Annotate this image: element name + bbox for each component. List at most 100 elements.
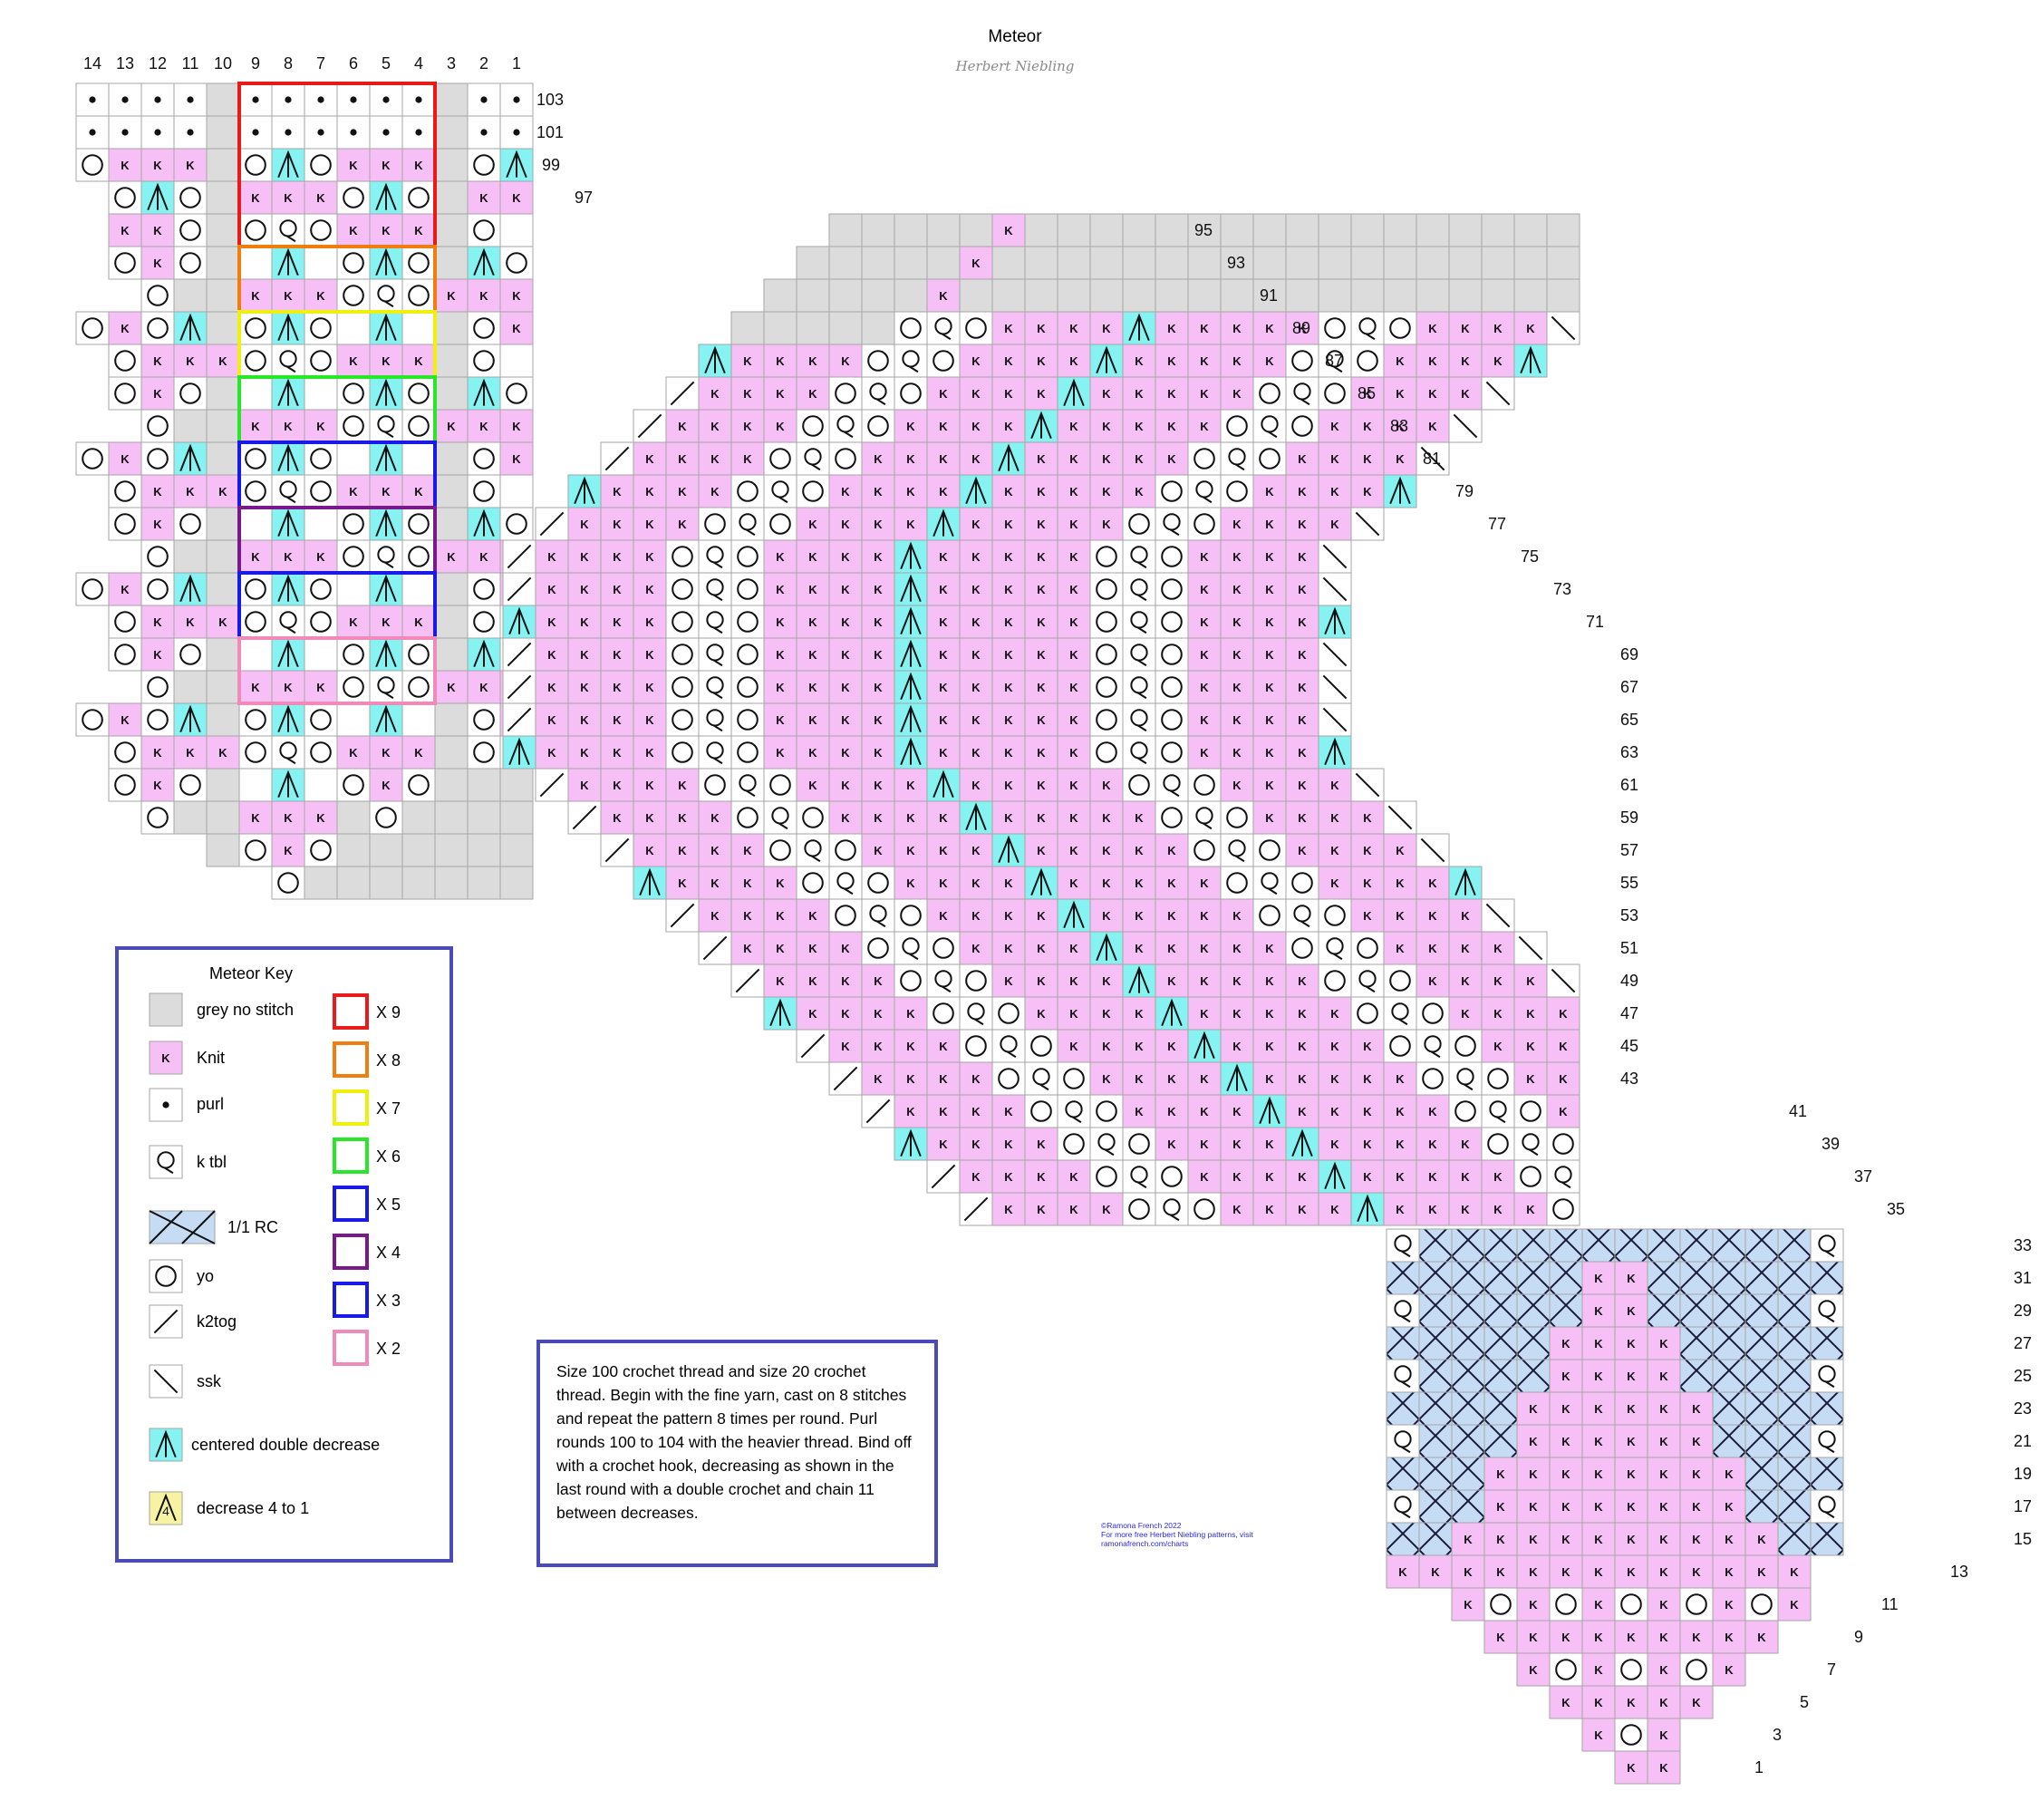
chart-cell xyxy=(1057,311,1091,345)
chart-cell xyxy=(991,898,1026,933)
chart-cell xyxy=(1679,1359,1714,1393)
chart-cell xyxy=(926,866,961,900)
chart-cell xyxy=(467,572,501,606)
chart-cell xyxy=(1481,278,1515,313)
chart-cell xyxy=(926,376,961,411)
chart-cell xyxy=(1220,474,1254,508)
svg-text:K: K xyxy=(153,224,162,237)
chart-cell xyxy=(665,605,700,639)
chart-cell xyxy=(1187,539,1222,574)
chart-cell xyxy=(1155,474,1189,508)
svg-text:K: K xyxy=(1493,322,1503,335)
chart-cell xyxy=(173,474,208,508)
chart-cell xyxy=(467,670,501,704)
svg-text:K: K xyxy=(1069,322,1078,335)
chart-cell xyxy=(467,539,501,574)
svg-text:K: K xyxy=(645,844,654,857)
chart-cell xyxy=(206,180,240,215)
chart-cell xyxy=(763,898,797,933)
chart-cell xyxy=(336,148,371,182)
chart-cell xyxy=(926,213,961,247)
chart-cell xyxy=(1122,833,1156,867)
chart-cell xyxy=(1252,866,1287,900)
svg-text:K: K xyxy=(1069,550,1078,564)
chart-cell xyxy=(1285,1061,1319,1096)
chart-cell xyxy=(1285,246,1319,280)
chart-cell xyxy=(1220,409,1254,443)
svg-text:K: K xyxy=(939,1138,948,1151)
chart-cell xyxy=(1483,1587,1518,1622)
svg-text:K: K xyxy=(1265,322,1274,335)
svg-text:K: K xyxy=(1167,876,1176,890)
chart-cell xyxy=(730,344,765,378)
chart-cell xyxy=(1187,605,1222,639)
chart-cell xyxy=(1383,311,1417,345)
chart-cell xyxy=(304,409,338,443)
svg-text:K: K xyxy=(939,452,948,466)
svg-text:K: K xyxy=(1431,1565,1440,1579)
svg-text:K: K xyxy=(349,485,358,499)
chart-cell xyxy=(304,148,338,182)
svg-text:K: K xyxy=(1004,1170,1013,1184)
chart-cell xyxy=(1777,1326,1812,1360)
svg-text:K: K xyxy=(1298,1203,1307,1216)
chart-cell xyxy=(401,702,436,737)
chart-cell xyxy=(665,866,700,900)
chart-cell xyxy=(567,702,602,737)
chart-cell xyxy=(173,344,208,378)
chart-cell xyxy=(1122,768,1156,802)
chart-cell xyxy=(796,409,830,443)
chart-cell xyxy=(434,572,469,606)
row-number: 33 xyxy=(2014,1236,2032,1254)
svg-text:K: K xyxy=(1428,942,1437,955)
key-swatch-rc xyxy=(149,1210,216,1244)
chart-cell xyxy=(1679,1228,1714,1263)
key-repeat-swatch xyxy=(333,1330,369,1366)
chart-cell xyxy=(600,768,634,802)
chart-cell xyxy=(1089,670,1124,704)
svg-text:K: K xyxy=(1037,354,1046,368)
chart-cell xyxy=(304,670,338,704)
svg-text:K: K xyxy=(1561,1435,1570,1448)
chart-cell xyxy=(1744,1424,1779,1458)
chart-cell xyxy=(1810,1359,1844,1393)
chart-cell xyxy=(434,148,469,182)
chart-cell xyxy=(1285,474,1319,508)
svg-text:K: K xyxy=(808,681,817,694)
chart-cell xyxy=(1252,931,1287,965)
svg-text:K: K xyxy=(1428,420,1437,433)
chart-cell xyxy=(1614,1587,1648,1622)
svg-text:K: K xyxy=(1725,1565,1734,1579)
svg-text:K: K xyxy=(1102,387,1111,401)
svg-text:K: K xyxy=(1594,1370,1603,1383)
chart-cell xyxy=(1252,702,1287,737)
chart-cell xyxy=(140,344,175,378)
chart-cell xyxy=(1122,670,1156,704)
chart-cell xyxy=(173,768,208,802)
chart-cell xyxy=(1383,441,1417,476)
svg-text:K: K xyxy=(382,159,391,172)
svg-text:K: K xyxy=(1037,583,1046,596)
chart-cell xyxy=(140,539,175,574)
chart-cell xyxy=(1513,1127,1548,1161)
chart-cell xyxy=(633,702,667,737)
chart-cell xyxy=(828,278,863,313)
chart-cell xyxy=(271,800,305,835)
chart-cell xyxy=(894,213,928,247)
chart-cell xyxy=(336,376,371,411)
chart-cell xyxy=(1089,376,1124,411)
chart-cell xyxy=(1647,1457,1681,1491)
chart-cell xyxy=(796,768,830,802)
chart-cell xyxy=(828,441,863,476)
chart-cell xyxy=(1220,1159,1254,1194)
svg-text:K: K xyxy=(1265,942,1274,955)
chart-cell xyxy=(763,800,797,835)
svg-text:K: K xyxy=(939,746,948,760)
chart-cell xyxy=(1155,800,1189,835)
chart-cell xyxy=(108,637,142,672)
chart-cell xyxy=(1057,246,1091,280)
chart-cell xyxy=(1220,441,1254,476)
chart-cell xyxy=(1187,246,1222,280)
svg-text:K: K xyxy=(1200,1138,1209,1151)
chart-cell xyxy=(894,996,928,1031)
